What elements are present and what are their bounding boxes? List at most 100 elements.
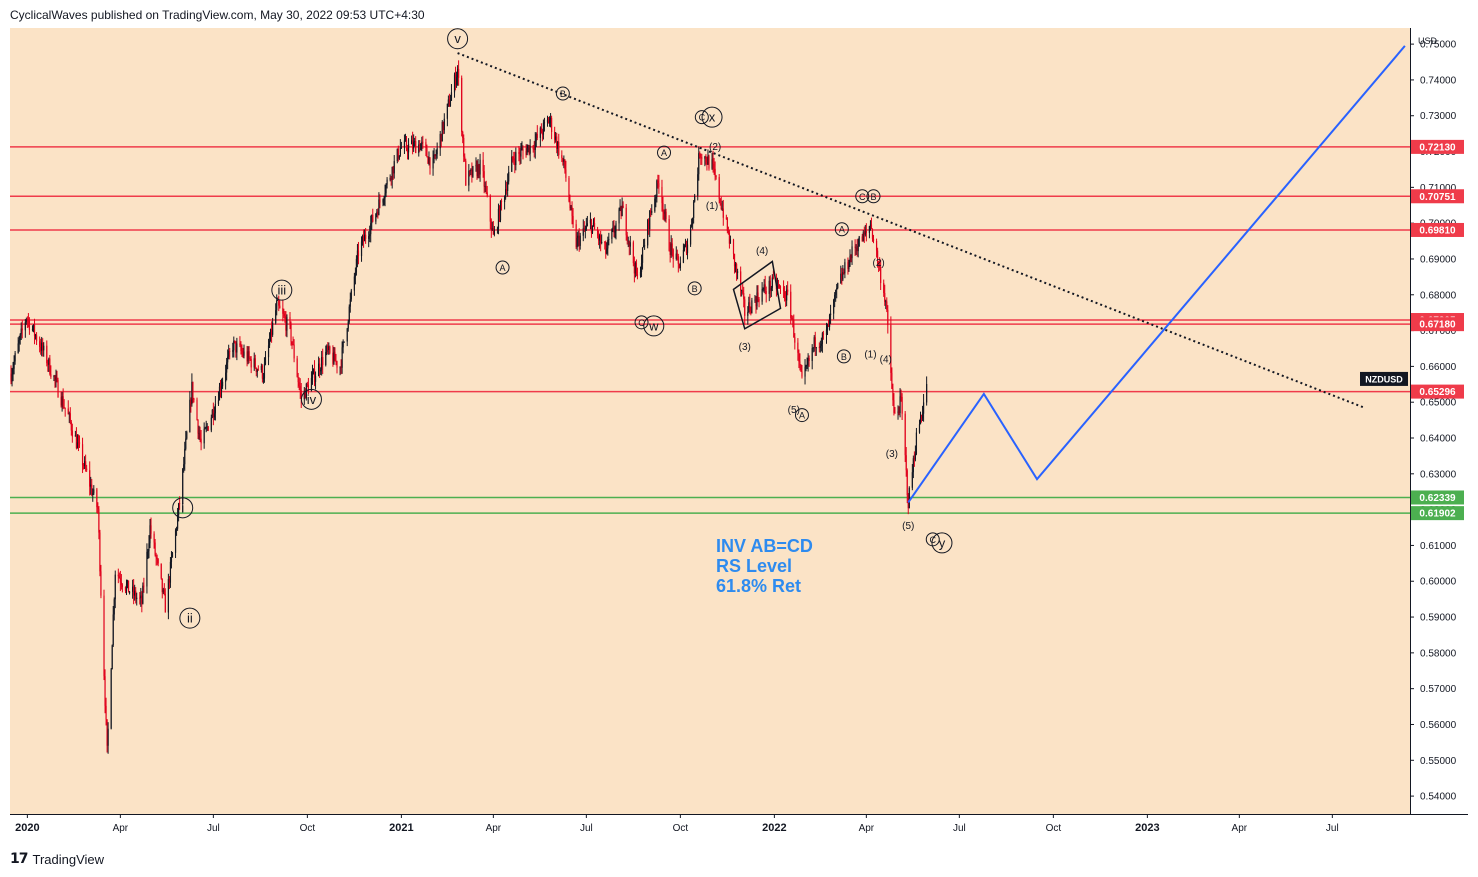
candle-body <box>865 231 867 233</box>
candle-407 <box>591 225 594 235</box>
candle-188 <box>278 295 280 312</box>
candle-body <box>585 225 587 229</box>
candle-34 <box>57 377 59 398</box>
candle-body <box>429 157 431 169</box>
candle-49 <box>78 435 81 448</box>
candle-body <box>615 223 617 232</box>
candle-4 <box>14 351 16 365</box>
candle-body <box>532 145 534 150</box>
candle-440 <box>639 266 642 278</box>
candle-body <box>741 290 743 292</box>
candle-545 <box>790 284 792 324</box>
time-axis-panel[interactable] <box>10 814 1468 843</box>
candle-body <box>341 347 343 368</box>
candle-body <box>686 244 689 253</box>
candle-121 <box>183 456 185 473</box>
candle-240 <box>353 272 355 296</box>
candle-body <box>891 372 893 389</box>
candle-body <box>286 317 288 331</box>
chart-area[interactable] <box>10 28 1410 814</box>
candle-217 <box>320 367 322 375</box>
candle-body <box>833 299 835 314</box>
candle-94 <box>143 577 145 593</box>
candle-562 <box>813 335 815 352</box>
candle-365 <box>532 144 534 153</box>
candle-body <box>472 166 474 177</box>
candle-312 <box>455 71 458 88</box>
candle-body <box>92 493 94 495</box>
candle-body <box>751 300 753 314</box>
candle-137 <box>205 420 207 433</box>
candle-216 <box>319 358 321 379</box>
candle-body <box>707 156 709 165</box>
candle-body <box>241 351 243 353</box>
y-tick-label-12: 0.66000 <box>1420 362 1457 373</box>
candle-220 <box>325 345 327 367</box>
candle-body <box>96 489 98 508</box>
candle-body <box>634 262 637 274</box>
candle-390 <box>568 175 570 203</box>
candle-body <box>736 271 739 273</box>
candle-264 <box>386 177 388 189</box>
price-axis-panel[interactable] <box>1410 28 1469 814</box>
candle-body <box>413 141 415 149</box>
wave-label-circle-17 <box>855 189 870 204</box>
candle-577 <box>835 289 837 302</box>
publisher-header: CyclicalWaves published on TradingView.c… <box>10 8 425 22</box>
candle-20 <box>39 336 41 353</box>
wave-label-11: B <box>692 284 698 294</box>
candle-143 <box>213 406 215 421</box>
candle-594 <box>858 235 860 247</box>
candle-body <box>298 382 300 387</box>
candle-body <box>296 358 298 377</box>
candle-262 <box>384 184 386 207</box>
level-badge-0 <box>1411 139 1464 154</box>
x-tick-label-11: Oct <box>1046 823 1062 834</box>
candle-body <box>599 235 601 241</box>
candle-307 <box>448 93 451 107</box>
candle-body <box>377 211 379 215</box>
candle-109 <box>164 588 166 613</box>
candle-179 <box>264 351 267 366</box>
candle-493 <box>714 161 716 181</box>
candle-body <box>506 189 508 191</box>
candle-body <box>871 228 874 240</box>
candle-528 <box>764 275 766 295</box>
candle-body <box>611 229 613 240</box>
candle-body <box>327 345 329 350</box>
candle-523 <box>757 285 759 303</box>
candle-392 <box>570 204 572 211</box>
candle-body <box>311 372 314 378</box>
candle-486 <box>705 154 707 165</box>
candle-body <box>815 347 817 349</box>
candle-body <box>168 579 171 583</box>
candle-601 <box>869 220 872 231</box>
candle-body <box>261 366 264 379</box>
candle-body <box>713 164 715 169</box>
level-badge-label-6: 0.62339 <box>1419 493 1456 504</box>
candle-381 <box>555 131 557 143</box>
candle-body <box>421 141 423 144</box>
candle-body <box>562 157 564 162</box>
candle-105 <box>160 563 162 580</box>
candle-313 <box>456 65 459 86</box>
x-tick-label-1: Apr <box>113 823 129 834</box>
x-tick-label-8: 2022 <box>762 822 786 834</box>
tradingview-footer[interactable]: 17 TradingView <box>10 851 104 867</box>
candle-body <box>99 532 101 572</box>
candle-150 <box>225 364 227 390</box>
candles <box>10 60 928 754</box>
candle-body <box>787 289 789 292</box>
candle-body <box>43 345 45 351</box>
y-tick-label-5: 0.59000 <box>1420 613 1457 624</box>
candle-520 <box>754 295 756 303</box>
candle-428 <box>621 197 623 217</box>
candle-140 <box>210 414 212 433</box>
candle-body <box>535 133 537 141</box>
candle-62 <box>98 506 100 540</box>
candle-body <box>191 381 193 405</box>
candle-body <box>272 322 274 335</box>
candle-body <box>915 432 918 454</box>
candle-body <box>885 301 887 303</box>
